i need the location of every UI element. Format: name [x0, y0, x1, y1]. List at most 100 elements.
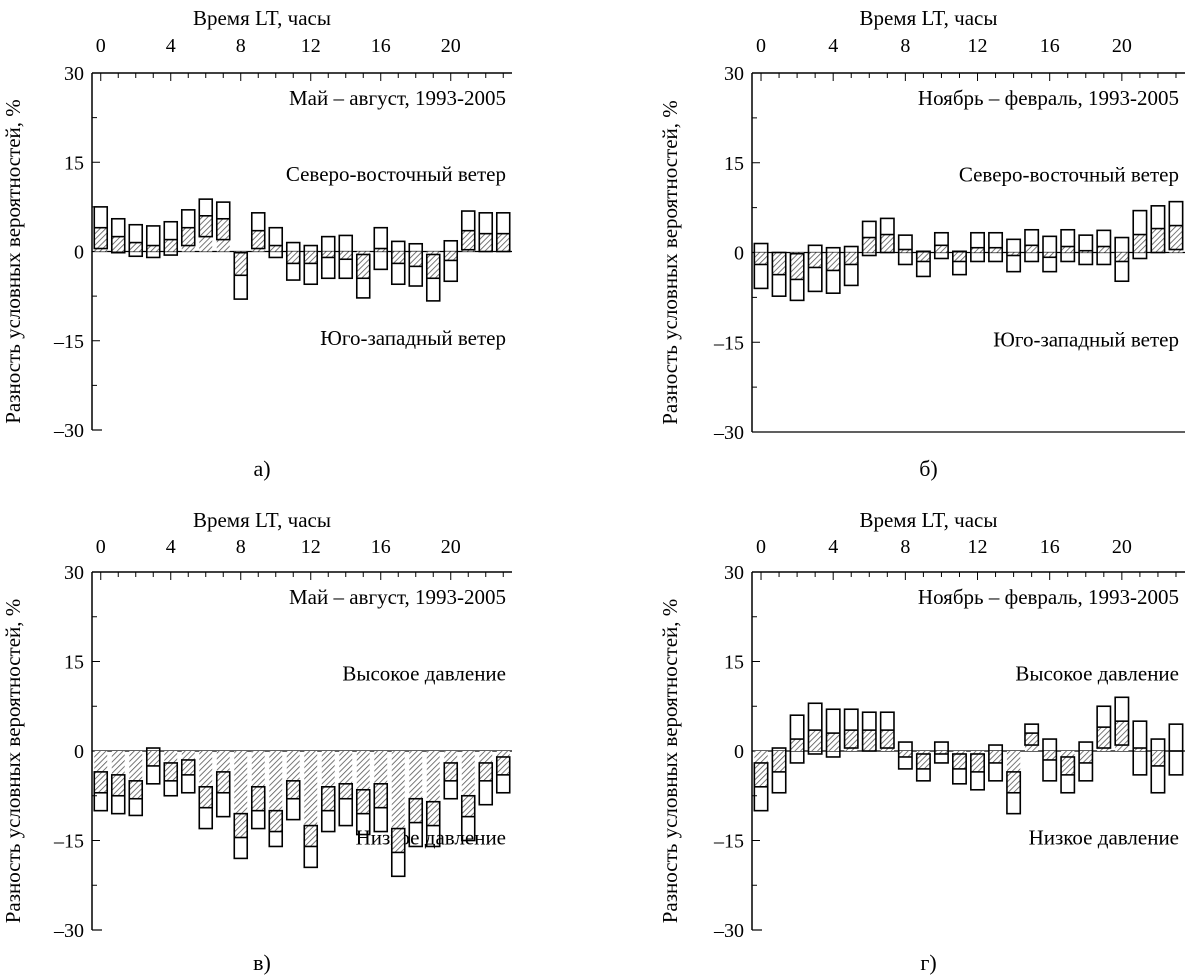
y-tick-label: 30: [64, 562, 84, 584]
panel-label: в): [253, 950, 271, 975]
box-13: [320, 235, 336, 280]
box-hatch: [111, 236, 125, 252]
box-outline: [268, 809, 284, 848]
box-hatch: [862, 237, 876, 253]
box-outline: [425, 800, 441, 848]
box-outline: [807, 244, 823, 293]
box-17: [1060, 751, 1076, 794]
box-outline: [952, 753, 967, 785]
box-outline: [285, 241, 301, 281]
box-4: [163, 220, 179, 256]
upper-annotation: Северо-восточный ветер: [286, 162, 506, 186]
box-hatch: [1133, 748, 1147, 751]
box-hatch: [970, 751, 985, 772]
y-tick-label: 15: [724, 652, 744, 674]
x-tick-label: 8: [900, 35, 910, 57]
y-tick-label: 30: [724, 562, 744, 584]
box-6: [861, 220, 877, 257]
box-hatch: [844, 252, 858, 265]
box-18: [1078, 741, 1094, 782]
box-outline: [1096, 229, 1112, 266]
box-14: [338, 234, 354, 280]
box-hatch: [146, 751, 160, 766]
box-hatch: [199, 751, 213, 808]
box-outline: [1078, 234, 1094, 266]
box-hatch: [269, 245, 283, 252]
box-outline: [789, 252, 805, 302]
box-hatch: [304, 251, 318, 264]
box-hatch: [970, 247, 985, 253]
box-outline: [1042, 235, 1058, 273]
box-hatch: [916, 751, 931, 769]
x-tick-label: 20: [441, 536, 461, 558]
box-2: [789, 252, 805, 302]
chart-svg-d: 0 4 8 12 16 20 30 15 0 –15 –30 Время LT, часы Разнос…: [658, 508, 1185, 975]
box-16: [1042, 235, 1058, 273]
box-hatch: [754, 751, 768, 787]
box-hatch: [898, 249, 913, 253]
box-hatch: [1006, 252, 1021, 256]
box-outline: [1006, 238, 1022, 273]
box-15: [1024, 228, 1040, 263]
box-2: [128, 223, 144, 258]
box-hatch: [1115, 721, 1129, 751]
box-21: [460, 210, 476, 252]
box-outline: [753, 242, 769, 290]
x-tick-label: 0: [96, 536, 106, 558]
y-tick-label: 30: [724, 63, 744, 85]
period-annotation: Май – август, 1993-2005: [289, 585, 506, 609]
chart-panel-d: 0 4 8 12 16 20 30 15 0 –15 –30 Время LT, часы Разнос…: [655, 500, 1185, 977]
y-tick-label: 0: [734, 243, 744, 265]
x-tick-label: 4: [166, 536, 176, 558]
y-tick-label: –15: [713, 831, 744, 853]
box-outline: [495, 212, 511, 253]
box-hatch: [356, 751, 370, 814]
box-hatch: [129, 751, 143, 799]
x-tick-label: 16: [1040, 536, 1060, 558]
x-tick-label: 8: [900, 536, 910, 558]
box-11: [952, 751, 967, 785]
y-tick-label: –30: [713, 422, 744, 444]
panel-label: б): [919, 456, 938, 481]
box-16: [373, 226, 389, 271]
box-10: [933, 231, 949, 260]
box-hatch: [479, 751, 493, 781]
y-tick-label: 30: [64, 63, 84, 85]
box-hatch: [988, 247, 1003, 253]
x-tick-label: 4: [828, 35, 838, 57]
box-outline: [110, 774, 126, 815]
box-14: [1006, 238, 1022, 273]
box-22: [1150, 205, 1166, 254]
box-hatch: [286, 751, 300, 799]
box-outline: [843, 708, 859, 749]
box-11: [285, 241, 301, 281]
box-outline: [355, 253, 371, 299]
box-0: [753, 751, 769, 812]
y-axis-label: Разность условных вероятностей, %: [658, 100, 682, 425]
box-hatch: [826, 252, 840, 271]
box-outline: [355, 788, 371, 836]
box-17: [390, 751, 406, 878]
box-hatch: [304, 751, 318, 847]
upper-annotation: Высокое давление: [1015, 661, 1179, 685]
box-outline: [1060, 228, 1076, 263]
box-21: [1132, 720, 1148, 776]
box-hatch: [1115, 252, 1129, 262]
box-outline: [303, 244, 319, 286]
panel-label: а): [253, 456, 270, 481]
box-21: [460, 751, 476, 842]
box-4: [163, 751, 179, 797]
x-tick-label: 12: [301, 35, 321, 57]
box-hatch: [409, 251, 423, 267]
box-outline: [250, 785, 266, 830]
box-outline: [163, 762, 179, 797]
box-hatch: [216, 218, 230, 252]
box-hatch: [409, 751, 423, 823]
box-hatch: [1061, 246, 1075, 253]
box-outline: [1168, 723, 1184, 776]
box-19: [1096, 229, 1112, 266]
box-7: [879, 217, 895, 254]
box-23: [1168, 200, 1184, 253]
box-hatch: [129, 242, 143, 252]
box-outline: [843, 245, 859, 287]
